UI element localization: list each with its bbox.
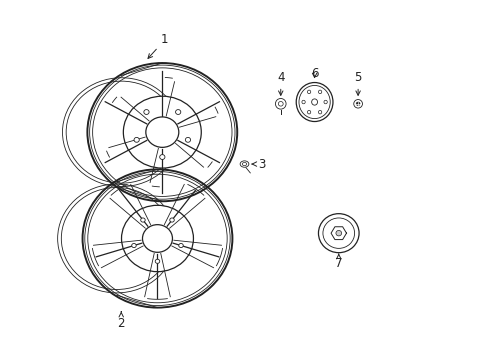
Ellipse shape [143, 109, 149, 114]
Ellipse shape [301, 100, 305, 104]
Text: 3: 3 [251, 158, 264, 171]
Ellipse shape [141, 218, 145, 222]
Text: 1: 1 [148, 33, 168, 58]
Ellipse shape [324, 100, 326, 104]
Ellipse shape [179, 243, 183, 248]
Ellipse shape [121, 205, 193, 272]
Ellipse shape [160, 154, 164, 159]
Ellipse shape [169, 218, 174, 222]
Ellipse shape [155, 259, 160, 264]
Ellipse shape [355, 102, 359, 105]
Text: 2: 2 [117, 311, 125, 330]
Text: 5: 5 [354, 71, 361, 95]
Ellipse shape [185, 138, 190, 142]
Text: 6: 6 [310, 67, 318, 80]
Ellipse shape [123, 96, 201, 168]
Ellipse shape [175, 109, 181, 114]
Ellipse shape [145, 117, 179, 147]
Ellipse shape [335, 230, 341, 236]
Ellipse shape [142, 225, 172, 252]
Ellipse shape [307, 111, 310, 114]
Ellipse shape [318, 111, 321, 114]
Text: 7: 7 [334, 254, 342, 270]
Text: 4: 4 [276, 71, 284, 95]
Ellipse shape [318, 90, 321, 94]
Ellipse shape [307, 90, 310, 94]
Ellipse shape [134, 138, 139, 142]
Ellipse shape [131, 243, 136, 248]
